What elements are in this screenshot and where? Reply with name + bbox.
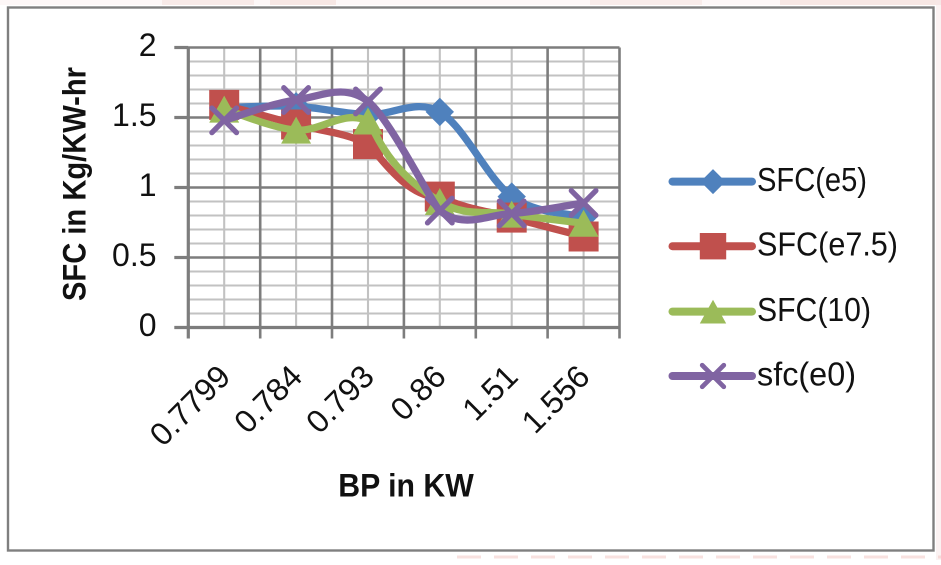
svg-text:BP in KW: BP in KW — [338, 468, 474, 504]
svg-text:1.5: 1.5 — [112, 97, 156, 133]
svg-text:0.5: 0.5 — [112, 237, 156, 273]
svg-text:SFC(10): SFC(10) — [757, 291, 871, 328]
svg-text:sfc(e0): sfc(e0) — [757, 355, 856, 392]
svg-text:2: 2 — [139, 27, 157, 63]
svg-text:0: 0 — [139, 307, 157, 343]
svg-text:1: 1 — [139, 167, 157, 203]
svg-text:SFC(e7.5): SFC(e7.5) — [757, 226, 898, 263]
svg-text:SFC(e5): SFC(e5) — [757, 161, 867, 198]
svg-text:SFC in Kg/KW-hr: SFC in Kg/KW-hr — [57, 67, 93, 301]
